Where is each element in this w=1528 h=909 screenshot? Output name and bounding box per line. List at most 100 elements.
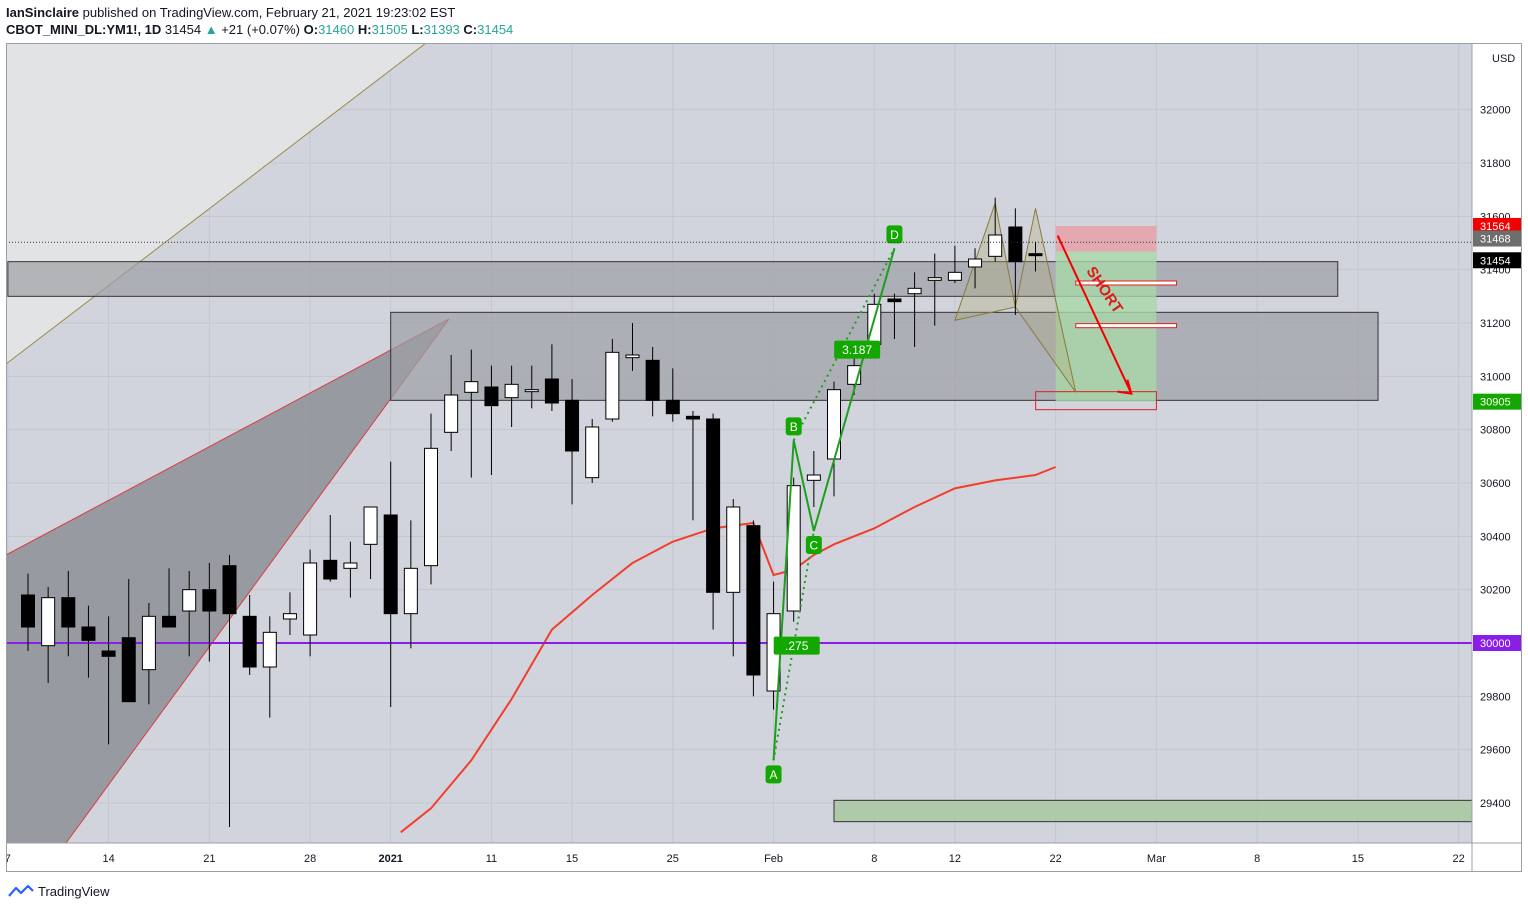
harmonic-point-d[interactable]: D bbox=[886, 225, 903, 244]
candle-body bbox=[202, 589, 217, 612]
price-tick-label: 29400 bbox=[1480, 798, 1511, 810]
tradingview-logo-icon[interactable] bbox=[8, 884, 34, 898]
candle-body bbox=[21, 594, 35, 628]
candle bbox=[827, 381, 841, 497]
harmonic-point-label: C bbox=[810, 539, 819, 553]
ratio-text: 3.187 bbox=[842, 343, 872, 357]
harmonic-point-label: D bbox=[890, 228, 899, 242]
time-tick-label: 11 bbox=[486, 853, 497, 865]
close-label: C: bbox=[463, 22, 478, 37]
time-axis[interactable]: 7 14 21 28 2021 11 15 25 Feb 8 12 22 Mar 8 15 22 bbox=[6, 853, 1465, 865]
harmonic-ratio: .275 bbox=[773, 636, 820, 655]
price-tag-text: 31454 bbox=[1480, 255, 1511, 267]
candle bbox=[585, 419, 600, 483]
time-tick-label: 28 bbox=[304, 853, 316, 865]
short-arrow-shaft bbox=[1056, 235, 1133, 395]
time-tick-label: 22 bbox=[1050, 853, 1062, 865]
candle bbox=[101, 616, 116, 745]
candle bbox=[1028, 241, 1043, 272]
price-tag: 30905 bbox=[1473, 393, 1521, 410]
candle bbox=[464, 349, 479, 478]
candle-body bbox=[726, 506, 741, 593]
price-tick-label: 30400 bbox=[1480, 531, 1511, 543]
candle bbox=[61, 571, 76, 657]
high-label: H: bbox=[357, 22, 372, 37]
price-tick-label: 31800 bbox=[1480, 158, 1511, 170]
candle bbox=[887, 293, 902, 339]
author-name[interactable]: IanSinclaire bbox=[6, 5, 79, 20]
time-tick-label: 21 bbox=[203, 853, 215, 865]
price-tag: 31468 bbox=[1473, 230, 1521, 247]
footer: TradingView bbox=[8, 881, 110, 901]
time-tick-label: 25 bbox=[667, 853, 679, 865]
low-value: 31393 bbox=[423, 22, 460, 37]
candle-body bbox=[242, 615, 257, 668]
candle bbox=[665, 368, 680, 422]
candle-body bbox=[81, 626, 96, 641]
chart-frame bbox=[6, 43, 1522, 872]
symbol-label[interactable]: CBOT_MINI_DL:YM1!, 1D bbox=[6, 22, 162, 37]
candle-body bbox=[282, 613, 297, 620]
price-tick-label: 31200 bbox=[1480, 318, 1511, 330]
up-arrow-icon: ▲ bbox=[204, 22, 218, 37]
candle bbox=[988, 197, 1003, 262]
candle bbox=[383, 461, 398, 707]
candle bbox=[403, 520, 418, 649]
price-tick-label: 32000 bbox=[1480, 105, 1511, 117]
candle-body bbox=[605, 351, 620, 420]
ratio-badge bbox=[834, 340, 881, 359]
candle bbox=[41, 587, 56, 683]
candle bbox=[162, 568, 177, 628]
candle-body bbox=[182, 589, 197, 612]
last-price: 31454 bbox=[164, 22, 202, 37]
candle-body bbox=[504, 383, 519, 399]
time-tick-label: 15 bbox=[1352, 853, 1364, 865]
candle-body bbox=[383, 514, 398, 615]
candle bbox=[121, 579, 136, 703]
candle bbox=[202, 563, 217, 662]
candle-body bbox=[746, 525, 761, 676]
price-tag-text: 31564 bbox=[1480, 221, 1511, 233]
price-tick-label: 30200 bbox=[1480, 585, 1511, 597]
harmonic-point-label: B bbox=[790, 420, 798, 434]
candle bbox=[605, 339, 620, 422]
candle-body bbox=[41, 597, 56, 647]
price-tick-label: 29800 bbox=[1480, 691, 1511, 703]
candle bbox=[343, 541, 358, 598]
currency-label: USD bbox=[1492, 53, 1515, 65]
candle bbox=[867, 293, 882, 355]
time-tick-label: 15 bbox=[566, 853, 578, 865]
ohlc-legend: CBOT_MINI_DL:YM1!, 1D 31454 ▲ +21 (+0.07… bbox=[6, 22, 513, 37]
candle bbox=[363, 506, 378, 579]
time-tick-label: 2021 bbox=[378, 853, 402, 865]
tradingview-brand[interactable]: TradingView bbox=[38, 883, 110, 899]
harmonic-point-a[interactable]: A bbox=[765, 765, 782, 784]
time-tick-label: Mar bbox=[1147, 853, 1166, 865]
price-tag-bg bbox=[1473, 230, 1521, 247]
harmonic-point-badge bbox=[785, 417, 802, 436]
candle bbox=[21, 573, 35, 651]
candle-body bbox=[625, 354, 640, 359]
candle-body bbox=[222, 565, 237, 615]
candle-body bbox=[706, 418, 721, 593]
harmonic-point-b[interactable]: B bbox=[785, 417, 802, 436]
price-tag-text: 30000 bbox=[1480, 638, 1511, 650]
harmonic-point-c[interactable]: C bbox=[805, 536, 822, 554]
candle-body bbox=[665, 399, 680, 415]
candle-body bbox=[585, 426, 600, 479]
harmonic-ratio: 3.187 bbox=[834, 340, 881, 359]
candle bbox=[927, 253, 942, 326]
harmonic-pattern[interactable]: A B C D .275 3.187 bbox=[765, 225, 903, 784]
candle bbox=[968, 248, 983, 289]
candle bbox=[444, 355, 459, 451]
candle bbox=[625, 323, 640, 371]
candle-body bbox=[464, 381, 479, 393]
price-tick-label: 30800 bbox=[1480, 425, 1511, 437]
stop-loss-zone[interactable] bbox=[1055, 225, 1157, 252]
candle bbox=[504, 365, 519, 427]
high-value: 31505 bbox=[371, 22, 408, 37]
candle-body bbox=[806, 474, 821, 481]
candle-body bbox=[968, 258, 983, 268]
candle bbox=[1008, 208, 1023, 315]
